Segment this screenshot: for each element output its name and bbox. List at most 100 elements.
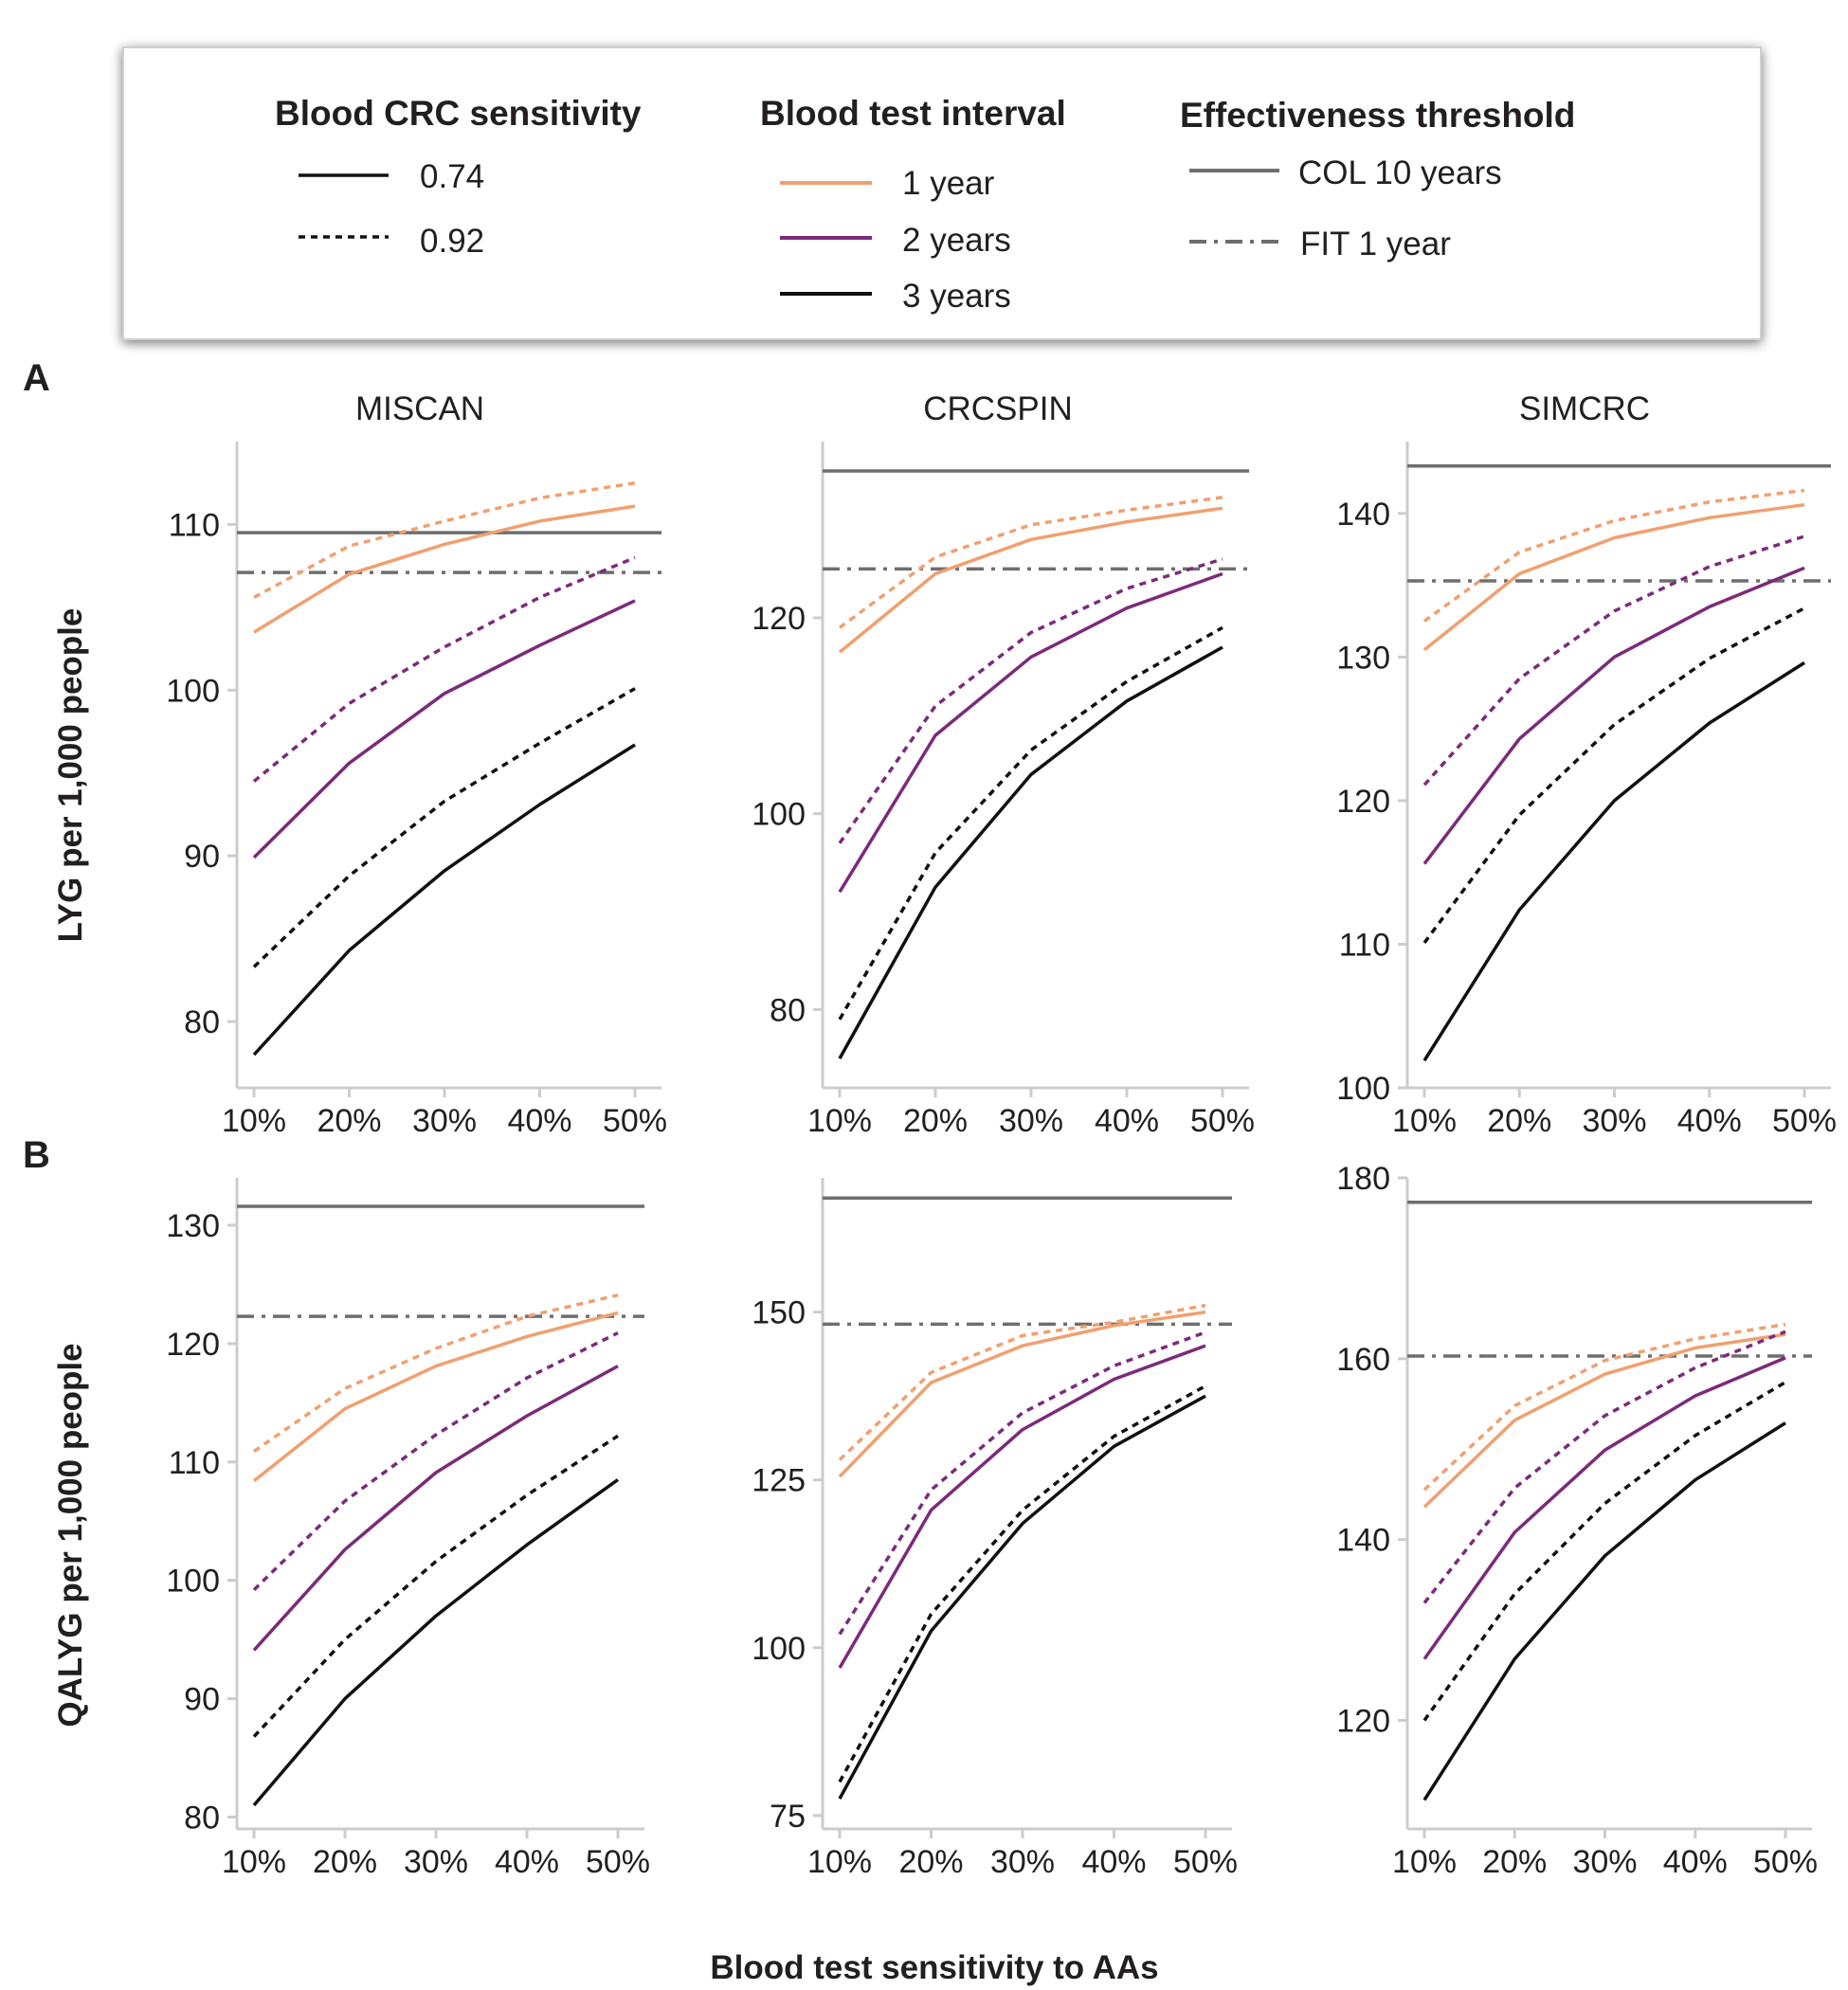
- y-tick-label: 90: [184, 1682, 220, 1718]
- x-tick-label: 50%: [586, 1844, 650, 1880]
- row-letter-b: B: [23, 1134, 50, 1176]
- series-line-2-years-092: [838, 557, 1223, 844]
- x-tick-label: 50%: [1772, 1103, 1837, 1139]
- x-tick-label: 30%: [1582, 1103, 1646, 1139]
- y-tick-label: 100: [166, 673, 220, 709]
- series-line-1-year-074: [1422, 502, 1805, 652]
- series-line-3-years-074: [252, 1478, 620, 1807]
- y-tick-label: 80: [184, 1004, 220, 1040]
- x-tick-label: 40%: [495, 1844, 559, 1880]
- y-tick-label: 180: [1336, 1161, 1390, 1197]
- series-line-3-years-074: [1422, 660, 1805, 1062]
- x-tick-label: 30%: [999, 1103, 1063, 1139]
- series-line-2-years-074: [252, 1365, 619, 1652]
- x-tick-label: 40%: [1095, 1103, 1159, 1139]
- y-tick-label: 130: [166, 1208, 220, 1244]
- x-tick-label: 10%: [807, 1103, 872, 1139]
- legend-threshold-label-fit: FIT 1 year: [1300, 226, 1451, 262]
- x-tick-label: 40%: [1663, 1844, 1728, 1880]
- y-tick-label: 100: [752, 797, 806, 833]
- legend-threshold-label-col: COL 10 years: [1298, 154, 1502, 191]
- series-line-1-year-092: [253, 480, 636, 599]
- series-line-1-year-074: [252, 1311, 619, 1483]
- series-line-1-year-092: [1422, 488, 1805, 623]
- x-tick-label: 30%: [990, 1844, 1055, 1880]
- panel-b-crcspin: 75 100 125 150 10% 20% 30% 40% 50%: [752, 1178, 1238, 1880]
- legend-crc-title: Blood CRC sensitivity: [275, 94, 642, 133]
- x-tick-label: 10%: [222, 1844, 286, 1880]
- series-line-1-year-074: [838, 1310, 1206, 1478]
- row-b-ylabel: QALYG per 1,000 people: [52, 1343, 89, 1727]
- y-tick-label: 110: [169, 1445, 220, 1481]
- legend-box: [122, 46, 1762, 340]
- y-tick-label: 80: [184, 1800, 220, 1836]
- series-line-2-years-074: [1422, 1356, 1786, 1660]
- series-line-2-years-092: [252, 1331, 619, 1591]
- panel-title: SIMCRC: [1519, 390, 1650, 427]
- y-tick-label: 80: [770, 992, 806, 1028]
- series-line-3-years-074: [838, 645, 1223, 1059]
- panel-b-miscan: 80 90 100 110 120 130 10% 20% 30% 40% 50%: [166, 1178, 650, 1880]
- x-tick-label: 20%: [1487, 1103, 1551, 1139]
- y-tick-label: 100: [752, 1631, 806, 1667]
- panels: MISCAN 80 90 100 110 10% 20% 30% 40% 50% CRCSPIN 80…: [166, 390, 1837, 1880]
- series-line-1-year-074: [838, 506, 1223, 654]
- y-tick-label: 125: [752, 1463, 806, 1499]
- x-tick-label: 50%: [1190, 1103, 1255, 1139]
- y-tick-label: 150: [752, 1295, 806, 1331]
- x-tick-label: 10%: [1392, 1103, 1457, 1139]
- series-line-2-years-074: [838, 571, 1223, 894]
- legend-crc-label-092: 0.92: [420, 223, 484, 260]
- x-tick-label: 10%: [807, 1844, 872, 1880]
- series-line-3-years-074: [1422, 1421, 1786, 1801]
- x-tick-label: 50%: [603, 1103, 667, 1139]
- row-letter-a: A: [23, 357, 50, 399]
- x-tick-label: 30%: [404, 1844, 468, 1880]
- series-line-2-years-092: [252, 555, 636, 783]
- series-line-3-years-092: [252, 687, 636, 968]
- y-tick-label: 120: [1336, 784, 1390, 820]
- series-line-3-years-092: [838, 625, 1223, 1021]
- row-a-ylabel: LYG per 1,000 people: [52, 608, 89, 943]
- y-tick-label: 130: [1336, 640, 1390, 676]
- series-line-1-year-092: [253, 1293, 619, 1453]
- x-tick-label: 10%: [1392, 1844, 1457, 1880]
- panel-b-simcrc: 120 140 160 180 10% 20% 30% 40% 50%: [1336, 1161, 1818, 1880]
- y-tick-label: 120: [166, 1327, 220, 1363]
- x-tick-label: 40%: [1081, 1844, 1146, 1880]
- x-tick-label: 20%: [898, 1844, 963, 1880]
- x-axis-title: Blood test sensitivity to AAs: [710, 1949, 1158, 1986]
- y-tick-label: 140: [1336, 497, 1390, 533]
- x-tick-label: 40%: [1677, 1103, 1742, 1139]
- y-tick-label: 120: [1336, 1704, 1390, 1740]
- panel-title: MISCAN: [355, 390, 484, 427]
- y-tick-label: 100: [166, 1564, 220, 1600]
- x-tick-label: 50%: [1173, 1844, 1238, 1880]
- panel-a-simcrc: SIMCRC 100 110 120 130 140 10% 20% 30% 40% 50%: [1336, 390, 1837, 1139]
- y-tick-label: 160: [1336, 1342, 1390, 1378]
- y-tick-label: 75: [770, 1799, 806, 1835]
- series-line-1-year-074: [253, 504, 636, 634]
- series-line-2-years-074: [252, 599, 636, 859]
- y-tick-label: 100: [1336, 1071, 1390, 1107]
- y-tick-label: 110: [169, 507, 220, 543]
- panel-a-crcspin: CRCSPIN 80 100 120 10% 20% 30% 40% 50%: [752, 390, 1255, 1139]
- series-line-1-year-092: [838, 496, 1223, 629]
- y-tick-label: 120: [752, 601, 806, 637]
- series-line-3-years-092: [838, 1384, 1206, 1783]
- x-tick-label: 20%: [1482, 1844, 1547, 1880]
- series-line-3-years-092: [1422, 1381, 1786, 1722]
- y-tick-label: 110: [1339, 927, 1390, 963]
- legend-threshold-title: Effectiveness threshold: [1180, 96, 1575, 135]
- x-tick-label: 20%: [903, 1103, 968, 1139]
- panel-a-miscan: MISCAN 80 90 100 110 10% 20% 30% 40% 50%: [166, 390, 667, 1139]
- legend-interval-label-1y: 1 year: [902, 165, 995, 202]
- series-line-1-year-074: [1422, 1332, 1786, 1509]
- x-tick-label: 20%: [313, 1844, 377, 1880]
- legend-interval-label-2y: 2 years: [902, 222, 1011, 259]
- series-line-2-years-074: [1422, 566, 1805, 865]
- series-line-1-year-092: [1422, 1322, 1786, 1492]
- legend-interval-label-3y: 3 years: [902, 278, 1011, 315]
- series-line-2-years-074: [838, 1344, 1206, 1669]
- y-tick-label: 140: [1336, 1523, 1390, 1559]
